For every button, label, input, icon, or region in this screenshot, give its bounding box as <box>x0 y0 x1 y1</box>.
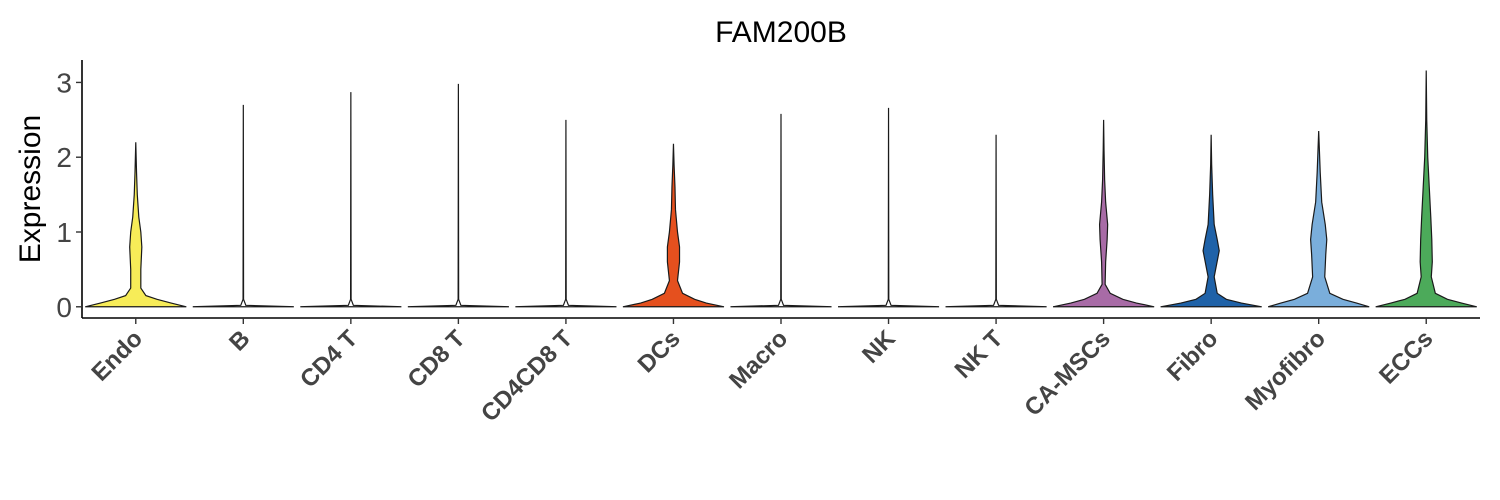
violin-cd4-t <box>300 92 402 308</box>
violin-ca-mscs <box>1052 119 1155 308</box>
violin-cd4cd8-t <box>515 119 617 308</box>
violin-b <box>192 104 294 308</box>
violin-fibro <box>1160 134 1262 308</box>
x-tick-label: CD4CD8 T <box>476 325 578 427</box>
violin-cd8-t <box>407 83 509 308</box>
violin-eccs <box>1375 70 1477 308</box>
y-tick-label: 0 <box>56 292 72 323</box>
violin-nk-t <box>945 134 1047 308</box>
x-tick-label: B <box>224 325 255 356</box>
x-tick-label: Endo <box>86 325 148 387</box>
violin-macro <box>730 113 832 308</box>
x-tick-label: Fibro <box>1162 325 1224 387</box>
violin-endo <box>85 142 187 308</box>
x-ticks: Endo B CD4 T CD8 T CD4CD8 T DCs Macro NK NK T CA-… <box>86 318 1438 427</box>
violin-myofibro <box>1267 131 1370 308</box>
y-axis-label: Expression <box>14 115 47 263</box>
x-tick-label: CD8 T <box>403 325 471 393</box>
x-tick-label: CA-MSCs <box>1019 325 1115 421</box>
x-tick-label: CD4 T <box>295 325 363 393</box>
x-tick-label: Macro <box>724 325 793 394</box>
violin-group <box>85 70 1477 308</box>
x-tick-label: Myofibro <box>1240 325 1331 416</box>
y-tick-label: 1 <box>56 217 72 248</box>
x-tick-label: DCs <box>633 325 686 378</box>
violin-nk <box>837 107 940 308</box>
y-tick-label: 2 <box>56 142 72 173</box>
y-ticks: 0 1 2 3 <box>56 67 82 323</box>
y-tick-label: 3 <box>56 67 72 98</box>
chart-title: FAM200B <box>715 16 847 49</box>
x-tick-label: ECCs <box>1374 325 1438 389</box>
x-tick-label: NK T <box>950 325 1009 384</box>
violin-dcs <box>622 143 725 308</box>
x-tick-label: NK <box>857 325 901 369</box>
